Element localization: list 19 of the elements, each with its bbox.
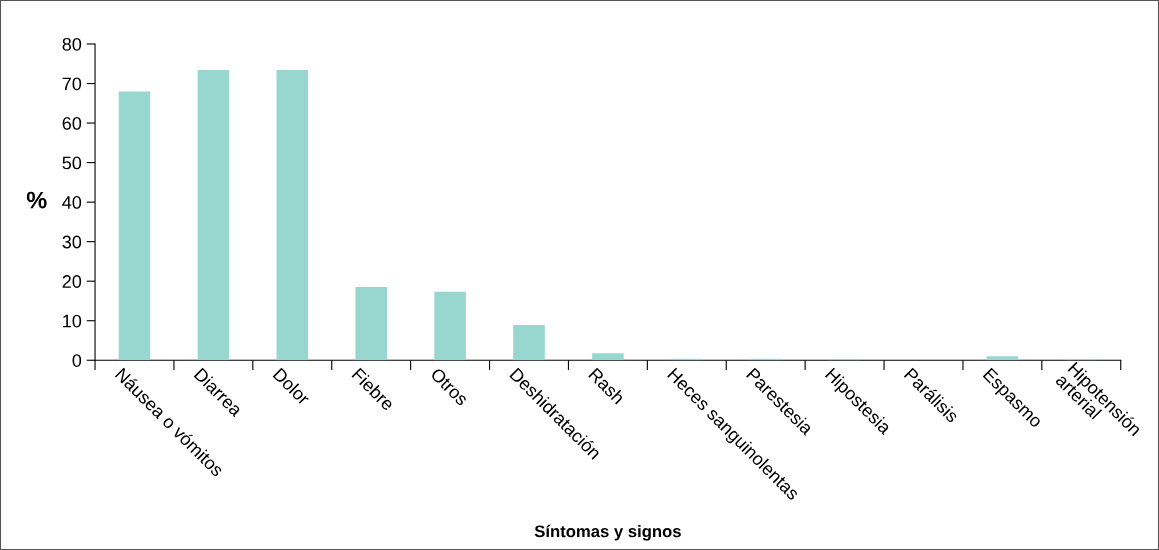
y-tick-label: 10: [63, 314, 82, 328]
y-axis-title: %: [26, 191, 47, 209]
y-tick-label: 20: [62, 275, 82, 288]
y-tick-label: 50: [62, 156, 82, 170]
bar: [197, 70, 230, 361]
y-tick-label: 30: [62, 235, 82, 249]
y-tick-label: 0: [72, 354, 82, 367]
bar: [118, 91, 151, 361]
x-axis-title: Síntomas y signos: [534, 524, 681, 541]
bar: [276, 70, 309, 361]
bar: [592, 353, 624, 361]
bar: [355, 287, 387, 361]
y-tick-label: 60: [62, 117, 82, 130]
bar: [434, 291, 466, 361]
y-tick-label: 70: [62, 77, 82, 91]
bar: [986, 356, 1019, 361]
y-tick-label: 40: [62, 196, 82, 209]
y-tick-label: 80: [62, 37, 82, 51]
bar: [513, 325, 545, 361]
